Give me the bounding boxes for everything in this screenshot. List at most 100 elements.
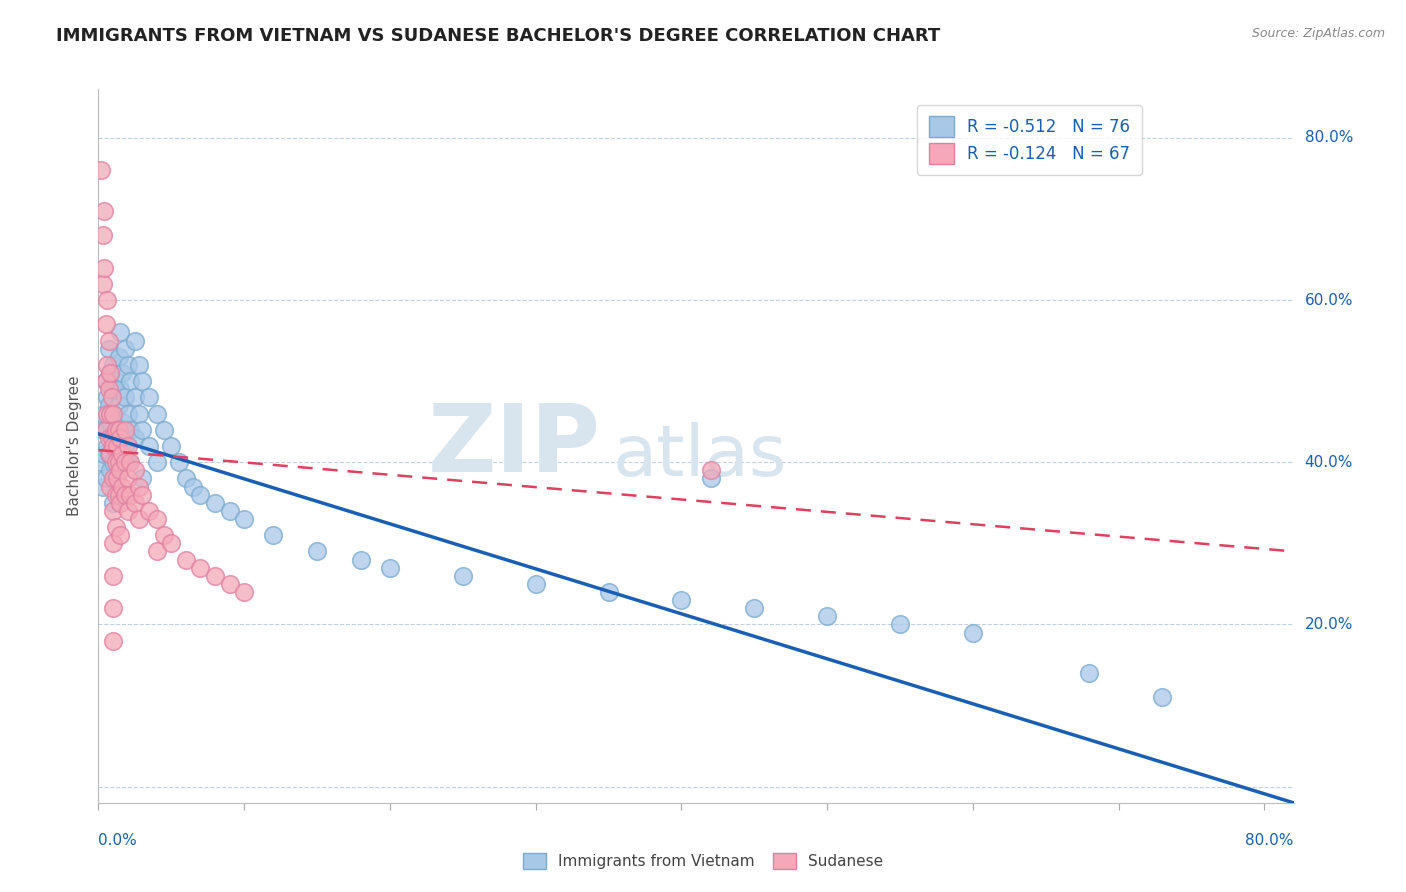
Point bbox=[138, 390, 160, 404]
Point bbox=[114, 423, 136, 437]
Point bbox=[305, 544, 328, 558]
Point bbox=[105, 471, 128, 485]
Text: 0.0%: 0.0% bbox=[98, 833, 138, 848]
Point bbox=[97, 382, 120, 396]
Point bbox=[96, 390, 118, 404]
Point bbox=[98, 479, 121, 493]
Point bbox=[117, 504, 139, 518]
Point bbox=[204, 568, 226, 582]
Point bbox=[101, 439, 124, 453]
Point bbox=[96, 293, 118, 307]
Point bbox=[101, 455, 124, 469]
Point bbox=[100, 431, 122, 445]
Point bbox=[97, 334, 120, 348]
Point bbox=[94, 471, 117, 485]
Point bbox=[114, 342, 136, 356]
Point bbox=[104, 455, 127, 469]
Point bbox=[104, 374, 127, 388]
Point bbox=[96, 439, 118, 453]
Point bbox=[104, 423, 127, 437]
Point bbox=[98, 407, 121, 421]
Point bbox=[94, 423, 117, 437]
Point bbox=[94, 374, 117, 388]
Point bbox=[174, 471, 197, 485]
Point bbox=[98, 366, 121, 380]
Point bbox=[101, 471, 124, 485]
Point bbox=[204, 496, 226, 510]
Point bbox=[524, 577, 547, 591]
Point bbox=[233, 585, 256, 599]
Point bbox=[153, 528, 176, 542]
Point bbox=[1078, 666, 1101, 681]
Point bbox=[128, 512, 150, 526]
Text: IMMIGRANTS FROM VIETNAM VS SUDANESE BACHELOR'S DEGREE CORRELATION CHART: IMMIGRANTS FROM VIETNAM VS SUDANESE BACH… bbox=[56, 27, 941, 45]
Point bbox=[94, 318, 117, 332]
Point bbox=[93, 203, 115, 218]
Point bbox=[262, 528, 284, 542]
Point bbox=[671, 593, 693, 607]
Point bbox=[124, 463, 146, 477]
Point bbox=[742, 601, 765, 615]
Point bbox=[101, 407, 124, 421]
Point bbox=[111, 415, 134, 429]
Point bbox=[451, 568, 474, 582]
Point bbox=[94, 423, 117, 437]
Point bbox=[160, 536, 183, 550]
Point bbox=[101, 358, 124, 372]
Point bbox=[110, 528, 132, 542]
Point bbox=[117, 439, 139, 453]
Text: ZIP: ZIP bbox=[427, 400, 600, 492]
Point bbox=[101, 496, 124, 510]
Point bbox=[104, 520, 127, 534]
Text: Source: ZipAtlas.com: Source: ZipAtlas.com bbox=[1251, 27, 1385, 40]
Point bbox=[699, 471, 721, 485]
Point bbox=[104, 488, 127, 502]
Y-axis label: Bachelor's Degree: Bachelor's Degree bbox=[67, 376, 83, 516]
Point bbox=[815, 609, 838, 624]
Point bbox=[108, 423, 131, 437]
Point bbox=[93, 260, 115, 275]
Text: 80.0%: 80.0% bbox=[1246, 833, 1294, 848]
Text: 80.0%: 80.0% bbox=[1305, 130, 1353, 145]
Point bbox=[167, 455, 190, 469]
Point bbox=[104, 471, 127, 485]
Point bbox=[101, 407, 124, 421]
Point bbox=[111, 447, 134, 461]
Point bbox=[190, 488, 212, 502]
Point bbox=[233, 512, 256, 526]
Point bbox=[97, 447, 120, 461]
Text: 40.0%: 40.0% bbox=[1305, 455, 1353, 470]
Point bbox=[120, 423, 142, 437]
Point bbox=[110, 431, 132, 445]
Point bbox=[104, 423, 127, 437]
Point bbox=[96, 407, 118, 421]
Text: 20.0%: 20.0% bbox=[1305, 617, 1353, 632]
Point bbox=[101, 504, 124, 518]
Point bbox=[131, 471, 153, 485]
Point bbox=[120, 455, 142, 469]
Point bbox=[98, 415, 121, 429]
Point bbox=[110, 431, 132, 445]
Point bbox=[120, 374, 142, 388]
Point bbox=[101, 601, 124, 615]
Point bbox=[131, 423, 153, 437]
Point bbox=[100, 382, 122, 396]
Point bbox=[93, 407, 115, 421]
Point bbox=[91, 228, 114, 243]
Point bbox=[110, 382, 132, 396]
Point bbox=[96, 358, 118, 372]
Point bbox=[91, 423, 114, 437]
Point bbox=[93, 447, 115, 461]
Point bbox=[111, 366, 134, 380]
Point bbox=[124, 431, 146, 445]
Point bbox=[111, 479, 134, 493]
Point bbox=[145, 544, 167, 558]
Point bbox=[110, 326, 132, 340]
Point bbox=[108, 455, 131, 469]
Text: 60.0%: 60.0% bbox=[1305, 293, 1353, 308]
Point bbox=[153, 423, 176, 437]
Point bbox=[131, 374, 153, 388]
Point bbox=[97, 342, 120, 356]
Point bbox=[181, 479, 204, 493]
Point bbox=[124, 390, 146, 404]
